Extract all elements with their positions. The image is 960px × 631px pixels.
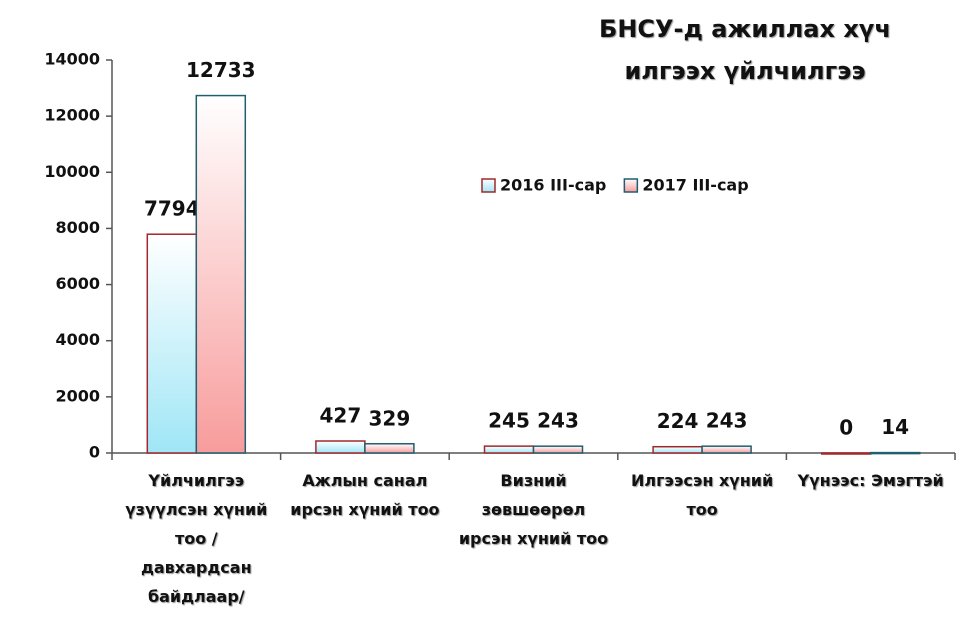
legend-label: 2016 III-сар xyxy=(500,176,606,195)
bar xyxy=(364,443,415,454)
bar xyxy=(869,451,921,455)
x-tick-label: Илгээсэн хүний тоо xyxy=(630,471,774,519)
y-tick-label: 12000 xyxy=(44,106,100,125)
y-tick-label: 10000 xyxy=(44,162,100,181)
bar xyxy=(820,452,872,455)
bar xyxy=(701,445,752,454)
y-tick-label: 4000 xyxy=(55,330,100,349)
value-label: 329 xyxy=(369,406,411,430)
y-tick-label: 14000 xyxy=(44,50,100,69)
chart-title: БНСУ-д ажиллах хүч илгээх үйлчилгээ xyxy=(599,15,891,85)
legend-label: 2017 III-сар xyxy=(642,176,748,195)
value-label: 245 xyxy=(488,409,530,433)
bar xyxy=(652,445,703,454)
bar xyxy=(315,440,366,454)
value-label: 427 xyxy=(320,404,362,428)
x-tick-label: Ажлын санал ирсэн хүний тоо xyxy=(290,471,440,519)
y-tick-label: 6000 xyxy=(55,274,100,293)
legend-swatch xyxy=(623,178,639,193)
value-label: 14 xyxy=(881,415,909,439)
bar xyxy=(146,233,198,454)
y-tick-label: 0 xyxy=(89,443,100,462)
value-label: 243 xyxy=(537,409,579,433)
bar xyxy=(532,445,584,454)
bar xyxy=(483,445,535,454)
value-label: 243 xyxy=(706,409,748,433)
x-tick-label: Үүнээс: Эмэгтэй xyxy=(797,471,944,490)
y-tick-label: 2000 xyxy=(55,386,100,405)
value-label: 7794 xyxy=(144,197,200,221)
y-tick-label: 8000 xyxy=(55,218,100,237)
value-label: 0 xyxy=(839,416,853,440)
value-label: 12733 xyxy=(186,58,256,82)
bar xyxy=(195,94,247,454)
legend-swatch xyxy=(481,178,496,193)
x-tick-label: Үйлчилгээ үзүүлсэн хүний тоо /давхардсан… xyxy=(125,471,268,606)
x-tick-label: Визний зөвшөөрөл ирсэн хүний тоо xyxy=(458,471,609,548)
value-label: 224 xyxy=(657,409,699,433)
